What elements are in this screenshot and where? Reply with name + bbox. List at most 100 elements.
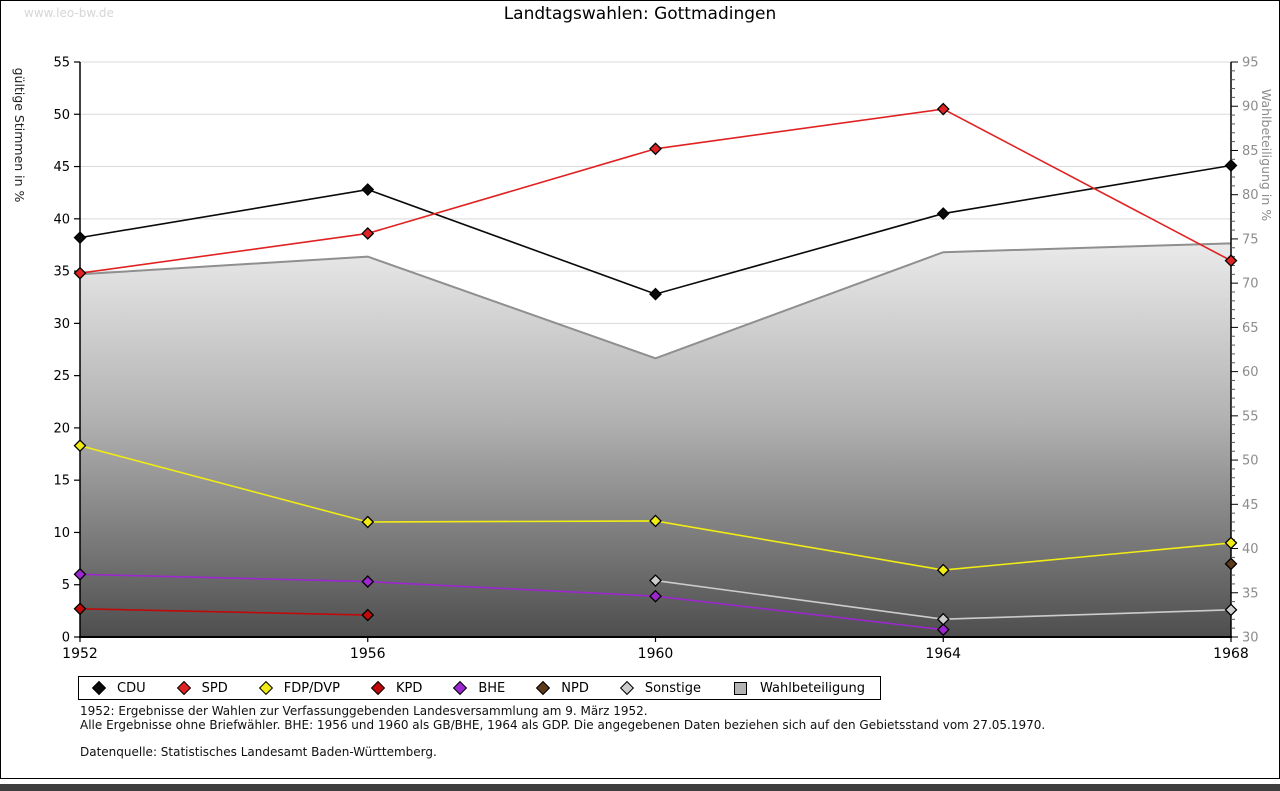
data-point-cdu <box>361 183 375 196</box>
series-cdu <box>73 159 1238 301</box>
chart-legend: CDU SPD FDP/DVP KPD BHE NPD Sonstige Wahlbeteil… <box>78 676 882 700</box>
legend-diamond-marker <box>453 680 468 696</box>
bottom-bar <box>0 784 1280 791</box>
series-npd <box>1224 557 1238 571</box>
legend-item-kpd: KPD <box>370 680 423 696</box>
right-tick-label: 55 <box>1242 409 1259 424</box>
right-tick-label: 80 <box>1242 188 1259 203</box>
right-tick-label: 40 <box>1242 542 1259 557</box>
right-tick-label: 30 <box>1242 631 1259 646</box>
data-point-spd <box>1224 254 1238 268</box>
left-tick-label: 30 <box>53 317 70 332</box>
right-tick-label: 60 <box>1242 365 1259 380</box>
footnote-line: 1952: Ergebnisse der Wahlen zur Verfassu… <box>80 704 648 718</box>
chart-canvas: 0 5 10 15 20 25 30 35 40 45 50 55 30 35 40 45 50 55 60 65 70… <box>12 56 1274 663</box>
right-tick-label: 75 <box>1242 232 1259 247</box>
right-tick-label: 35 <box>1242 586 1259 601</box>
left-tick-label: 40 <box>53 212 70 227</box>
legend-item-fdpdvp: FDP/DVP <box>258 680 340 696</box>
left-tick-label: 15 <box>53 474 70 489</box>
data-point-bhe <box>649 589 662 603</box>
data-point-cdu <box>649 287 662 301</box>
series-bhe <box>73 567 950 637</box>
data-point-cdu <box>936 207 950 221</box>
data-point-bhe <box>361 575 375 589</box>
legend-item-npd: NPD <box>536 680 589 696</box>
x-tick-label: 1968 <box>1213 646 1249 662</box>
right-tick-label: 85 <box>1242 144 1259 159</box>
x-tick-label: 1952 <box>62 646 98 662</box>
legend-diamond-marker <box>91 680 107 696</box>
x-tick-label: 1964 <box>925 646 961 662</box>
legend-item-cdu: CDU <box>91 680 146 696</box>
right-tick-label: 70 <box>1242 277 1259 292</box>
legend-label: KPD <box>395 680 423 696</box>
series-sonstige <box>649 574 1238 626</box>
left-tick-label: 25 <box>53 369 70 384</box>
turnout-area <box>80 243 1231 637</box>
left-tick-label: 55 <box>53 56 70 71</box>
data-point-fdpdvp <box>1224 536 1238 550</box>
legend-label: NPD <box>561 680 589 696</box>
right-tick-label: 50 <box>1242 454 1259 469</box>
legend-diamond-marker <box>619 680 634 696</box>
right-tick-label: 45 <box>1242 498 1259 513</box>
left-tick-label: 20 <box>53 421 70 436</box>
x-tick-label: 1956 <box>350 646 386 662</box>
legend-item-bhe: BHE <box>453 680 506 696</box>
axes: 0 5 10 15 20 25 30 35 40 45 50 55 30 35 40 45 50 55 60 65 70… <box>53 56 1258 663</box>
data-point-fdpdvp <box>936 563 950 577</box>
footnote-line: Alle Ergebnisse ohne Briefwähler. BHE: 1… <box>80 717 1046 732</box>
legend-label: CDU <box>117 680 146 696</box>
data-point-fdpdvp <box>73 439 87 453</box>
data-point-spd <box>73 266 87 280</box>
legend-label: Sonstige <box>644 680 702 696</box>
legend-diamond-marker <box>370 680 386 696</box>
data-point-bhe <box>936 623 950 637</box>
legend-diamond-marker <box>536 680 551 696</box>
data-point-kpd <box>361 608 375 622</box>
data-point-kpd <box>73 602 87 616</box>
right-axis-title: Wahlbeteiligung in % <box>1259 89 1274 221</box>
legend-label: BHE <box>478 680 506 696</box>
x-tick-label: 1960 <box>638 646 674 662</box>
turnout-line <box>79 242 1232 360</box>
left-axis-title: gültige Stimmen in % <box>12 68 27 203</box>
series-fdpdvp <box>73 439 1238 577</box>
legend-square-marker <box>734 681 748 695</box>
right-tick-label: 95 <box>1242 56 1259 71</box>
data-point-npd <box>1224 557 1238 571</box>
data-source: Datenquelle: Statistisches Landesamt Bad… <box>80 745 437 759</box>
data-point-spd <box>649 142 662 156</box>
left-tick-label: 0 <box>62 631 70 646</box>
legend-diamond-marker <box>176 680 191 696</box>
left-tick-label: 50 <box>53 108 70 123</box>
legend-item-spd: SPD <box>176 680 228 696</box>
left-tick-label: 5 <box>62 578 70 593</box>
left-tick-label: 35 <box>53 265 70 280</box>
data-point-spd <box>936 102 950 116</box>
data-point-bhe <box>73 567 87 581</box>
left-tick-label: 10 <box>53 526 70 541</box>
legend-item-wahlbeteiligung: Wahlbeteiligung <box>734 681 865 696</box>
legend-item-sonstige: Sonstige <box>619 680 702 696</box>
chart-footnotes: 1952: Ergebnisse der Wahlen zur Verfassu… <box>80 704 1046 760</box>
legend-label: SPD <box>201 680 228 696</box>
right-tick-label: 65 <box>1242 321 1259 336</box>
data-point-fdpdvp <box>649 514 662 528</box>
left-tick-label: 45 <box>53 160 70 175</box>
data-point-sonstige <box>1224 603 1238 617</box>
data-point-sonstige <box>936 612 950 626</box>
legend-label: FDP/DVP <box>283 680 340 696</box>
watermark: www.leo-bw.de <box>24 6 114 20</box>
legend-diamond-marker <box>258 680 273 696</box>
series-spd <box>73 102 1238 280</box>
series-kpd <box>73 602 375 622</box>
legend-label: Wahlbeteiligung <box>760 680 866 696</box>
page-title: Landtagswahlen: Gottmadingen <box>503 4 777 24</box>
data-point-cdu <box>73 231 87 245</box>
data-point-sonstige <box>649 574 662 587</box>
right-tick-label: 90 <box>1242 100 1259 115</box>
data-point-spd <box>361 227 375 240</box>
data-point-fdpdvp <box>361 515 375 529</box>
